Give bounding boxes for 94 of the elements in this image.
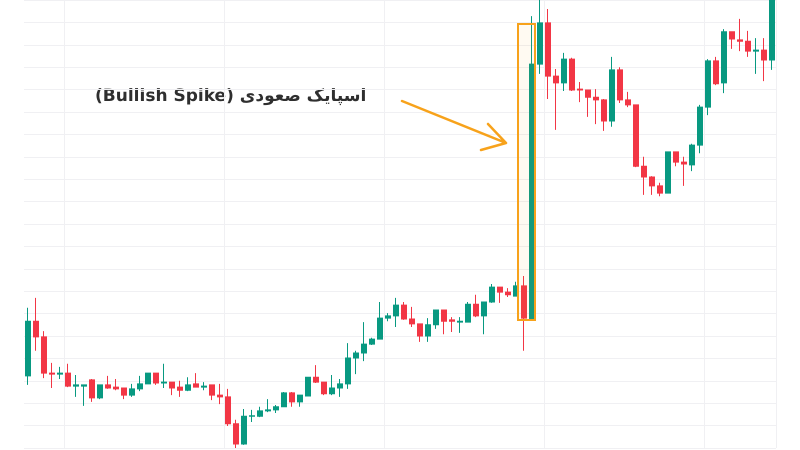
candlestick [529,16,535,320]
candlestick [481,301,487,335]
candlestick [225,388,231,427]
candlestick [657,182,663,197]
candlestick [217,383,223,405]
candlestick [193,372,199,388]
candlestick [281,392,287,408]
candlestick [97,384,103,400]
candlestick [689,143,695,172]
candlestick [33,297,39,352]
candlestick [457,316,463,334]
candlestick [129,383,135,398]
candlestick [273,404,279,414]
candlestick [369,337,375,346]
candlestick [417,323,423,342]
candlestick [289,392,295,408]
candlestick [249,409,255,423]
candlestick [265,398,271,413]
candlestick [721,28,727,94]
candlestick [705,58,711,116]
candlestick [769,0,775,70]
candlestick [161,363,167,388]
candlestick [761,38,767,82]
candlestick [489,284,495,304]
candlestick [577,81,583,103]
candlestick [409,306,415,328]
candlestick [713,56,719,86]
candlestick [753,38,759,74]
candlestick [385,312,391,322]
candlestick [585,90,591,118]
candlestick [257,406,263,418]
candlestick [297,394,303,408]
candlestick [337,378,343,398]
candlestick [169,382,175,396]
candlestick [745,30,751,58]
candlestick [241,408,247,446]
candlestick [625,91,631,108]
candlestick [521,275,527,352]
candlestick [513,281,519,297]
candlestick [665,151,671,194]
candlestick [329,374,335,396]
candlestick [177,380,183,398]
candlestick [449,316,455,332]
candlestick [433,310,439,330]
candlestick [137,375,143,392]
candlestick [737,18,743,52]
candlestick [609,56,615,128]
candlestick [233,419,239,448]
candlestick [313,364,319,384]
candlestick [465,301,471,323]
candlestick [505,288,511,298]
candlestick [425,318,431,342]
candlestick [553,68,559,130]
candlestick [561,52,567,92]
candlestick [41,330,47,379]
candlestick [681,156,687,186]
candlestick [697,104,703,154]
candlestick [321,382,327,396]
candlestick [81,384,87,406]
candlestick [545,8,551,100]
candlestick [353,350,359,375]
candlestick [105,375,111,390]
candlestick [633,104,639,168]
candlestick [57,366,63,380]
candlestick [73,374,79,398]
candlestick [393,297,399,328]
candlestick [649,176,655,196]
candlestick [305,376,311,397]
candlestick [65,363,71,388]
candlestick [401,301,407,320]
candlestick [49,362,55,388]
candlestick [617,66,623,104]
candlestick [497,286,503,304]
candlestick [441,310,447,335]
candlestick [537,0,543,74]
candlestick [185,376,191,392]
candlestick [209,384,215,401]
candlestick [673,151,679,167]
candlestick [729,31,735,50]
candlestick [121,387,127,400]
candlestick [641,156,647,196]
candlestick [25,307,31,386]
candlestick [377,301,383,340]
candlestick [89,378,95,402]
candlestick [201,382,207,391]
candlestick [593,88,599,125]
candlestick [145,372,151,384]
candlestick [113,378,119,391]
candlestick [153,372,159,386]
candlestick [601,98,607,132]
candlestick [345,342,351,390]
candlestick [361,322,367,362]
candlestick [569,57,575,92]
candlestick [473,294,479,318]
